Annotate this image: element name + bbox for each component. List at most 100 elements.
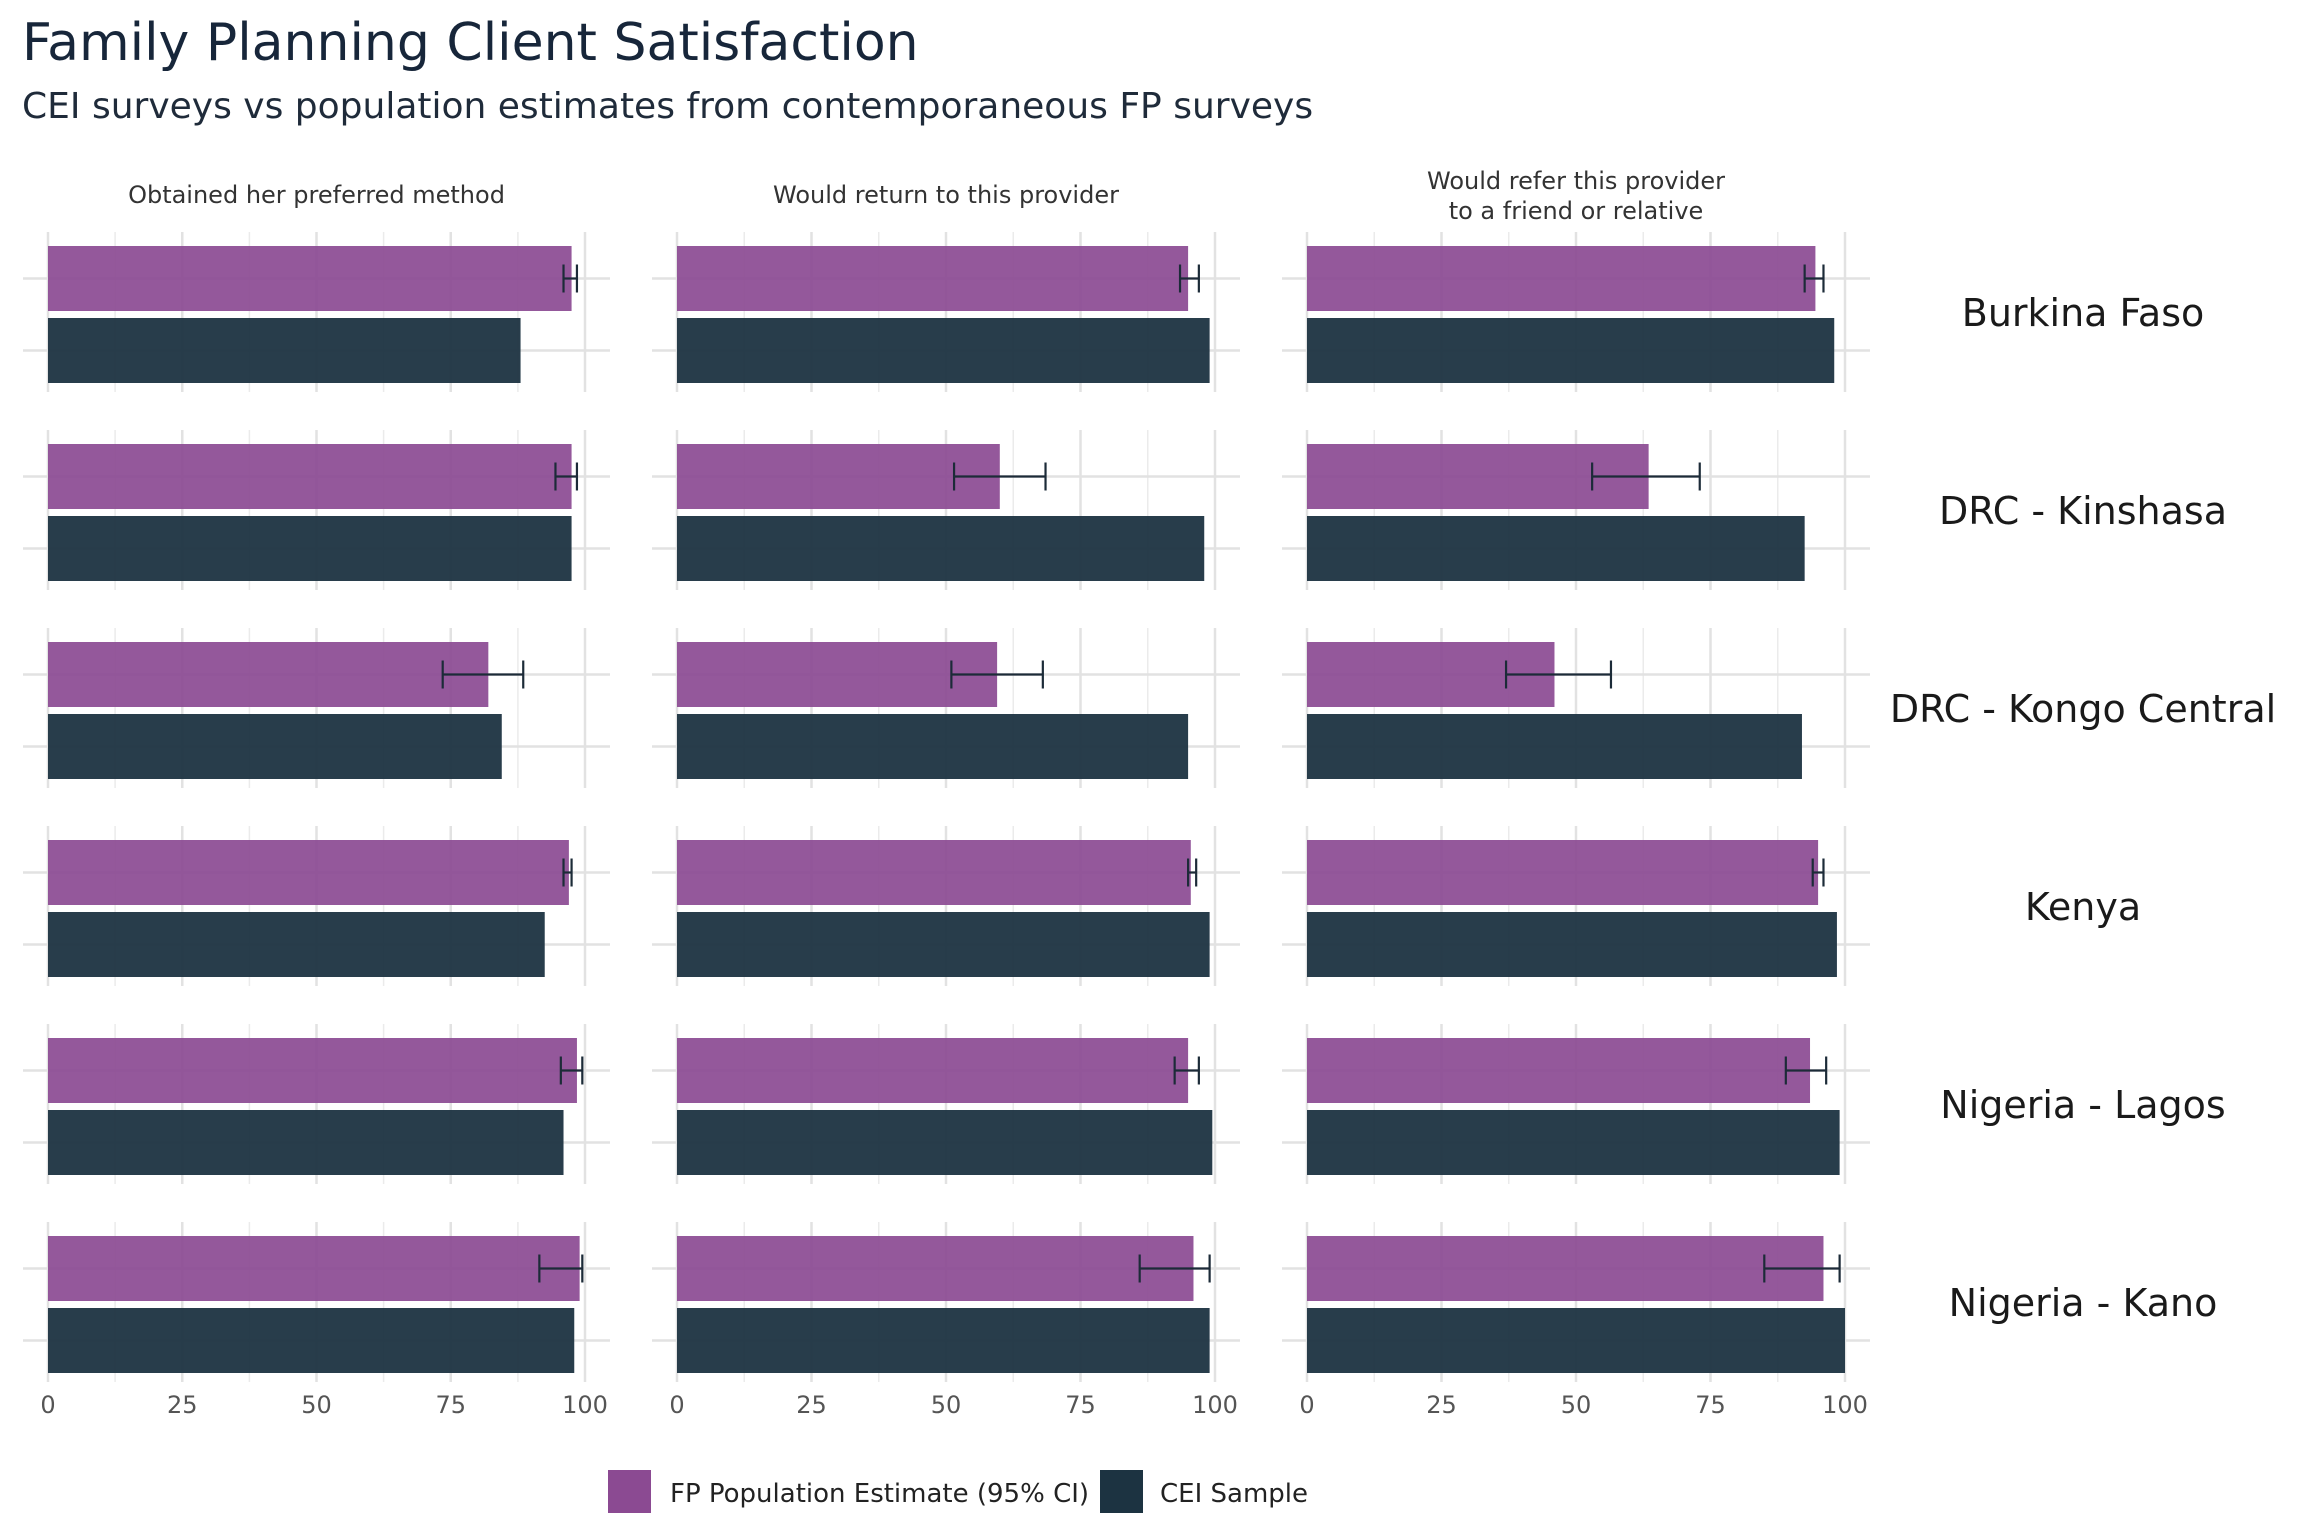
panel-drc-kongo-central-3 <box>1282 628 1870 788</box>
legend-swatch-estimate <box>608 1470 651 1513</box>
error-bar-estimate <box>1178 264 1200 293</box>
bar-sample <box>677 912 1210 977</box>
error-bar-estimate <box>1784 1056 1828 1085</box>
panel-burkina-faso-1 <box>23 232 610 392</box>
bar-estimate <box>677 642 998 707</box>
bar-sample <box>677 714 1189 779</box>
bar-sample <box>48 714 502 779</box>
chart-title: Family Planning Client Satisfaction <box>22 13 919 73</box>
error-bar-estimate <box>1591 462 1701 491</box>
chart-subtitle: CEI surveys vs population estimates from… <box>22 86 1313 127</box>
bar-estimate <box>1307 1038 1811 1103</box>
facet-header-3-line-1: Would refer this provider <box>1427 167 1725 195</box>
bar-sample <box>1307 1308 1845 1373</box>
row-label-nigeria-kano: Nigeria - Kano <box>1949 1281 2218 1325</box>
panel-nigeria-kano-2 <box>652 1222 1240 1382</box>
bar-estimate <box>48 840 569 905</box>
x-tick-label-2-100: 100 <box>1192 1391 1238 1419</box>
bar-estimate <box>48 642 489 707</box>
bar-sample <box>1307 912 1837 977</box>
bar-estimate <box>1307 840 1819 905</box>
bar-sample <box>1307 714 1802 779</box>
bar-sample <box>677 516 1205 581</box>
bar-estimate <box>48 246 572 311</box>
error-bar-estimate <box>952 462 1047 491</box>
row-label-kenya: Kenya <box>2025 885 2141 929</box>
bar-sample <box>48 912 545 977</box>
bar-estimate <box>677 444 1000 509</box>
error-bar-estimate <box>1803 264 1825 293</box>
panel-drc-kinshasa-2 <box>652 430 1240 590</box>
x-tick-label-1-100: 100 <box>562 1391 608 1419</box>
facet-header-3-line-2: to a friend or relative <box>1449 197 1704 225</box>
bar-estimate <box>1307 1236 1824 1301</box>
x-tick-label-2-50: 50 <box>931 1391 962 1419</box>
error-bar-estimate <box>554 462 579 491</box>
panel-drc-kongo-central-2 <box>652 628 1240 788</box>
bar-estimate <box>48 1038 577 1103</box>
panel-nigeria-kano-3 <box>1282 1222 1870 1382</box>
bar-sample <box>48 1110 564 1175</box>
legend-label-sample: CEI Sample <box>1160 1479 1308 1509</box>
bar-estimate <box>677 840 1191 905</box>
error-bar-estimate <box>562 264 579 293</box>
bar-estimate <box>1307 246 1816 311</box>
panel-drc-kinshasa-3 <box>1282 430 1870 590</box>
x-tick-label-3-50: 50 <box>1561 1391 1592 1419</box>
bar-estimate <box>48 1236 580 1301</box>
panel-burkina-faso-3 <box>1282 232 1870 392</box>
error-bar-estimate <box>562 858 573 887</box>
error-bar-estimate <box>1173 1056 1200 1085</box>
panel-nigeria-kano-1 <box>23 1222 610 1382</box>
x-tick-label-2-0: 0 <box>669 1391 684 1419</box>
legend-swatch-sample <box>1100 1470 1143 1513</box>
bar-sample <box>48 1308 575 1373</box>
panel-drc-kinshasa-1 <box>23 430 610 590</box>
x-tick-label-2-25: 25 <box>796 1391 827 1419</box>
panel-kenya-2 <box>652 826 1240 986</box>
bar-sample <box>677 318 1210 383</box>
bar-sample <box>1307 1110 1840 1175</box>
x-tick-label-1-0: 0 <box>40 1391 55 1419</box>
panel-kenya-1 <box>23 826 610 986</box>
panel-nigeria-lagos-3 <box>1282 1024 1870 1184</box>
error-bar-estimate <box>441 660 525 689</box>
error-bar-estimate <box>1138 1254 1211 1283</box>
error-bar-estimate <box>1763 1254 1841 1283</box>
plot-area: Obtained her preferred method Would retur… <box>23 167 2276 1419</box>
error-bar-estimate <box>1186 858 1198 887</box>
bar-sample <box>1307 516 1805 581</box>
facet-header-2: Would return to this provider <box>773 181 1119 209</box>
x-tick-label-3-25: 25 <box>1426 1391 1457 1419</box>
x-tick-label-1-75: 75 <box>435 1391 466 1419</box>
panel-burkina-faso-2 <box>652 232 1240 392</box>
x-tick-label-2-75: 75 <box>1065 1391 1096 1419</box>
error-bar-estimate <box>1811 858 1825 887</box>
x-tick-label-3-100: 100 <box>1822 1391 1868 1419</box>
facet-header-1: Obtained her preferred method <box>128 181 505 209</box>
panel-drc-kongo-central-1 <box>23 628 610 788</box>
error-bar-estimate <box>538 1254 584 1283</box>
row-label-burkina-faso: Burkina Faso <box>1962 291 2205 335</box>
error-bar-estimate <box>950 660 1044 689</box>
x-tick-label-1-25: 25 <box>167 1391 198 1419</box>
bar-estimate <box>677 1236 1194 1301</box>
bar-sample <box>1307 318 1835 383</box>
x-tick-label-1-50: 50 <box>301 1391 332 1419</box>
row-label-nigeria-lagos: Nigeria - Lagos <box>1940 1083 2225 1127</box>
panel-nigeria-lagos-1 <box>23 1024 610 1184</box>
legend-label-estimate: FP Population Estimate (95% CI) <box>670 1479 1089 1509</box>
bar-estimate <box>677 246 1189 311</box>
bar-sample <box>677 1110 1213 1175</box>
bar-estimate <box>677 1038 1189 1103</box>
row-label-drc-kinshasa: DRC - Kinshasa <box>1939 489 2227 533</box>
bar-sample <box>677 1308 1210 1373</box>
panel-nigeria-lagos-2 <box>652 1024 1240 1184</box>
error-bar-estimate <box>559 1056 584 1085</box>
bar-estimate <box>48 444 572 509</box>
bar-sample <box>48 516 572 581</box>
panel-kenya-3 <box>1282 826 1870 986</box>
bar-sample <box>48 318 521 383</box>
legend: FP Population Estimate (95% CI) CEI Samp… <box>608 1470 1308 1513</box>
